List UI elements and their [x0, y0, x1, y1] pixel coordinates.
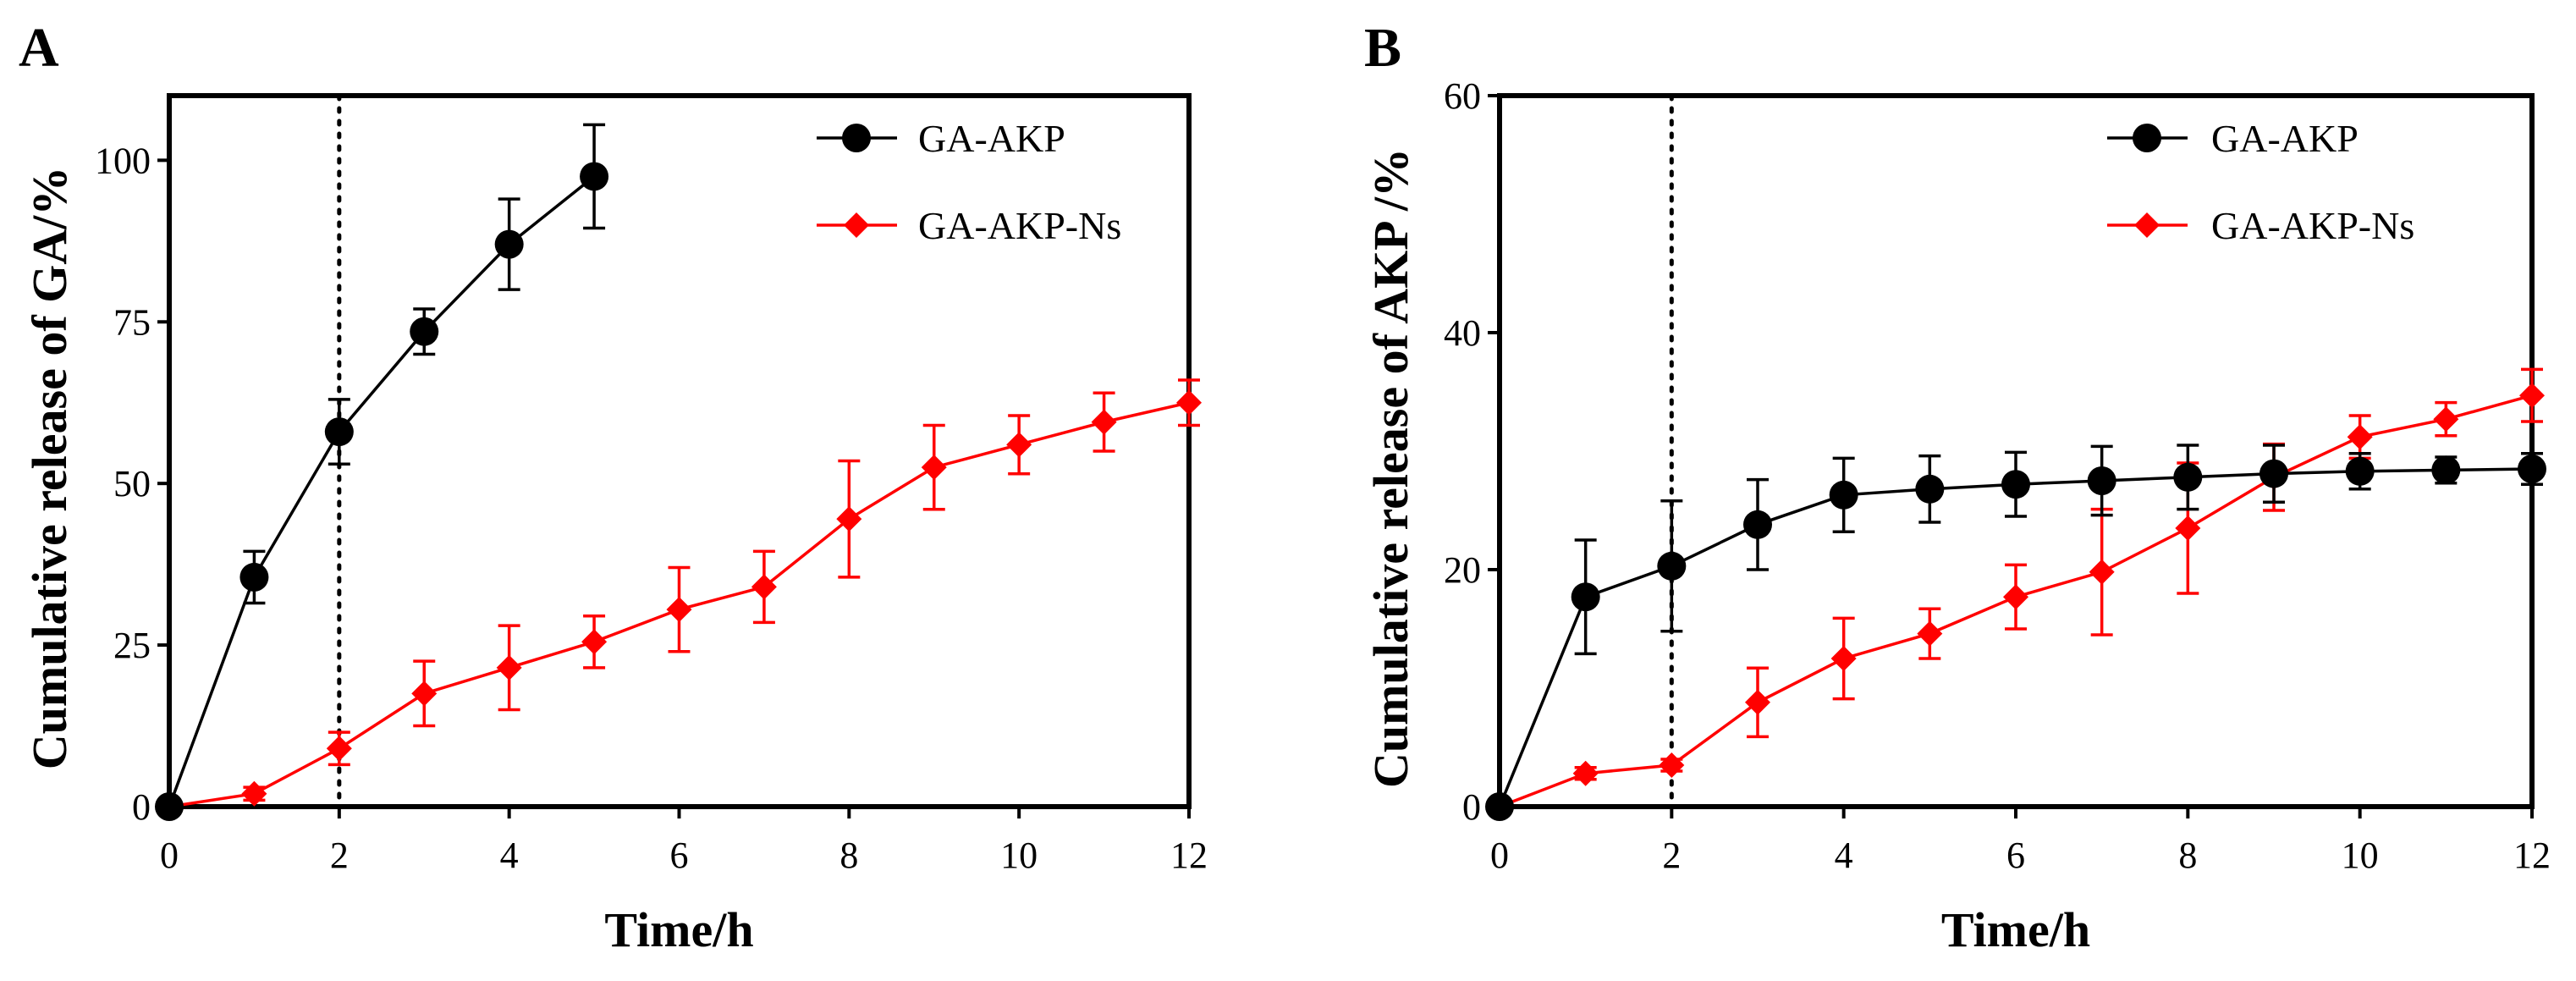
y-tick-label: 25: [113, 625, 151, 666]
data-point: [1917, 620, 1943, 647]
data-point: [1915, 474, 1945, 504]
data-point: [2087, 466, 2116, 495]
data-point: [580, 162, 609, 191]
legend-marker: [844, 212, 869, 238]
data-point: [155, 792, 184, 821]
data-point: [2519, 383, 2545, 409]
x-tick-label: 4: [1835, 835, 1853, 876]
data-point: [1091, 409, 1117, 435]
data-point: [411, 681, 438, 707]
y-tick-label: 100: [95, 140, 151, 181]
y-axis-title: Cumulative release of AKP /%: [1363, 148, 1418, 788]
data-point: [1006, 432, 1032, 458]
data-point: [2431, 455, 2461, 485]
data-point: [1485, 792, 1514, 821]
data-point: [324, 417, 354, 447]
data-point: [241, 780, 267, 807]
data-point: [494, 229, 524, 259]
panel-a-chart: A 0 2 4 6 8 10 12 0 25 50 75 100 Time/h Cumulative rel…: [19, 17, 1208, 957]
y-tick-label: 0: [1462, 786, 1481, 828]
y-tick-label: 75: [113, 301, 151, 343]
x-tick-label: 4: [500, 835, 519, 876]
y-tick-label: 0: [132, 786, 151, 828]
panel-label: A: [19, 17, 59, 79]
plot-frame: [167, 93, 1192, 809]
x-axis-title: Time/h: [1941, 902, 2090, 957]
x-tick-label: 10: [1000, 835, 1038, 876]
x-tick-label: 8: [2178, 835, 2197, 876]
x-tick-label: 6: [670, 835, 689, 876]
data-point: [496, 654, 522, 681]
x-tick-label: 2: [330, 835, 349, 876]
data-point: [921, 455, 947, 481]
legend-label: GA-AKP: [2211, 117, 2359, 160]
x-tick-label: 2: [1662, 835, 1681, 876]
x-tick-label: 0: [160, 835, 179, 876]
data-point: [1572, 760, 1599, 786]
y-tick-label: 20: [1444, 549, 1481, 591]
data-point: [1657, 551, 1687, 581]
y-tick-label: 40: [1444, 312, 1481, 354]
series-ga-akp: [1485, 444, 2546, 821]
data-point: [2433, 406, 2459, 433]
legend-label: GA-AKP: [918, 117, 1065, 160]
data-point: [239, 562, 269, 592]
series-ga-akp: [155, 123, 609, 821]
data-point: [1830, 646, 1857, 671]
legend-marker: [2133, 124, 2161, 152]
data-point: [1743, 510, 1772, 539]
data-point: [2175, 515, 2201, 541]
data-point: [326, 736, 352, 762]
panel-label: B: [1364, 17, 1401, 79]
y-tick-label: 50: [113, 463, 151, 504]
data-point: [2260, 459, 2288, 488]
y-tick-label: 60: [1444, 75, 1481, 117]
data-point: [2003, 584, 2028, 610]
data-point: [1176, 389, 1202, 416]
x-tick-label: 0: [1490, 835, 1509, 876]
legend-label: GA-AKP-Ns: [918, 204, 1121, 247]
series-line: [1498, 467, 2533, 807]
data-point: [2347, 424, 2373, 450]
data-point: [410, 317, 439, 346]
data-point: [666, 597, 692, 623]
data-point: [1659, 752, 1685, 778]
series-line: [168, 175, 596, 807]
x-tick-label: 6: [2006, 835, 2025, 876]
data-point: [2001, 470, 2030, 499]
x-tick-label: 12: [2513, 835, 2551, 876]
legend-marker: [842, 124, 871, 152]
x-tick-label: 12: [1170, 835, 1208, 876]
legend: GA-AKP GA-AKP-Ns: [817, 117, 1121, 247]
x-tick-label: 10: [2342, 835, 2379, 876]
x-tick-label: 8: [839, 835, 858, 876]
legend: GA-AKP GA-AKP-Ns: [2107, 117, 2414, 247]
data-point: [751, 574, 777, 600]
panel-b-chart: B 0 2 4 6 8 10 12 0 20 40 60 Time/h Cumulative releas…: [1363, 17, 2551, 957]
series-ga-akp-ns: [157, 378, 1202, 819]
legend-label: GA-AKP-Ns: [2211, 204, 2414, 247]
data-point: [836, 506, 862, 532]
data-point: [1571, 582, 1600, 612]
series-ga-akp-ns: [1487, 367, 2545, 819]
data-point: [1745, 689, 1770, 715]
y-axis-title: Cumulative release of GA/%: [22, 167, 77, 770]
data-point: [581, 629, 608, 655]
data-point: [2173, 462, 2203, 492]
data-point: [2518, 455, 2546, 483]
legend-marker: [2134, 212, 2160, 238]
data-point: [2345, 456, 2375, 486]
data-point: [2089, 559, 2115, 585]
data-point: [1829, 480, 1858, 510]
x-axis-title: Time/h: [604, 902, 753, 957]
